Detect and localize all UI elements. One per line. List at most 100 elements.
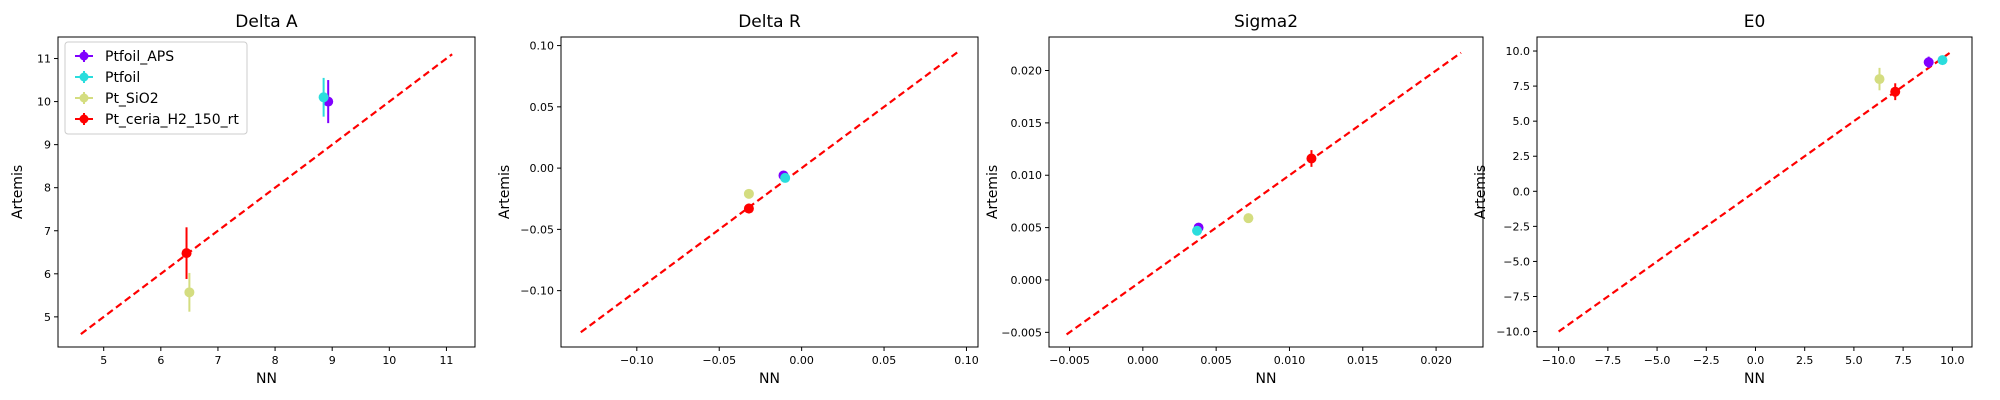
y-tick-label: 0.0 bbox=[1513, 185, 1531, 198]
y-tick-label: 8 bbox=[44, 182, 51, 195]
data-point-Ptfoil_APS bbox=[1923, 57, 1934, 68]
y-axis-label: Artemis bbox=[1473, 165, 1489, 219]
legend-label: Ptfoil bbox=[105, 70, 140, 86]
legend-label: Ptfoil_APS bbox=[105, 49, 174, 65]
chart-title: Delta R bbox=[738, 12, 801, 32]
x-tick-label: −0.005 bbox=[1049, 354, 1090, 367]
data-point-Ptfoil bbox=[318, 92, 329, 103]
y-tick-label: 11 bbox=[37, 53, 51, 66]
chart-title: Delta A bbox=[235, 12, 298, 32]
x-tick-label: 9 bbox=[329, 354, 336, 367]
plot-frame bbox=[1048, 36, 1484, 348]
x-tick-label: −0.05 bbox=[702, 354, 736, 367]
x-tick-label: −5.0 bbox=[1644, 354, 1671, 367]
y-tick-label: 0.05 bbox=[530, 101, 555, 114]
y-axis-label: Artemis bbox=[985, 165, 1001, 219]
legend-marker-Ptfoil bbox=[79, 72, 89, 82]
y-tick-label: 0.005 bbox=[1011, 222, 1043, 235]
x-tick-label: 10 bbox=[382, 354, 396, 367]
x-axis-label: NN bbox=[759, 371, 780, 387]
x-tick-label: 7 bbox=[214, 354, 221, 367]
y-axis-label: Artemis bbox=[10, 165, 26, 219]
y-tick-label: 9 bbox=[44, 139, 51, 152]
y-tick-label: 0.015 bbox=[1011, 117, 1043, 130]
legend-marker-Ptfoil_APS bbox=[79, 51, 89, 61]
y-tick-label: 10 bbox=[37, 96, 51, 109]
chart-panel-0: Delta A NN Artemis 5 6 7 8 9 10 11 5 6 7 8 9 10 11 Ptfoil… bbox=[10, 12, 476, 387]
x-axis-label: NN bbox=[256, 371, 277, 387]
y-tick-label: −0.05 bbox=[520, 223, 554, 236]
y-tick-label: −10.0 bbox=[1496, 326, 1530, 339]
x-tick-label: 0.020 bbox=[1420, 354, 1452, 367]
reference-line bbox=[80, 53, 453, 335]
data-point-Pt_ceria_H2_150_rt bbox=[181, 248, 192, 259]
y-tick-label: 5.0 bbox=[1513, 115, 1531, 128]
x-tick-label: 2.5 bbox=[1796, 354, 1814, 367]
x-axis-label: NN bbox=[1256, 371, 1277, 387]
y-tick-label: −2.5 bbox=[1503, 220, 1530, 233]
chart-title: Sigma2 bbox=[1234, 12, 1298, 32]
y-tick-label: −0.005 bbox=[1001, 326, 1042, 339]
y-tick-label: 0.020 bbox=[1011, 65, 1043, 78]
y-tick-label: 7 bbox=[44, 225, 51, 238]
x-tick-label: 5.0 bbox=[1845, 354, 1863, 367]
legend: Ptfoil_APS Ptfoil Pt_SiO2 Pt_ceria_H2_150_r… bbox=[64, 41, 248, 135]
x-tick-label: 0.0 bbox=[1747, 354, 1765, 367]
reference-line bbox=[580, 50, 959, 334]
data-point-Pt_ceria_H2_150_rt bbox=[743, 203, 754, 214]
x-tick-label: 0.00 bbox=[789, 354, 814, 367]
y-tick-label: 6 bbox=[44, 268, 51, 281]
data-point-Pt_SiO2 bbox=[743, 188, 754, 199]
y-tick-label: 2.5 bbox=[1513, 150, 1531, 163]
plot-frame bbox=[1536, 36, 1973, 348]
x-tick-label: 8 bbox=[272, 354, 279, 367]
data-point-Pt_ceria_H2_150_rt bbox=[1890, 86, 1901, 97]
y-tick-label: 0.010 bbox=[1011, 169, 1043, 182]
y-tick-label: 0.00 bbox=[530, 162, 555, 175]
data-point-Pt_ceria_H2_150_rt bbox=[1306, 153, 1317, 164]
data-point-Pt_SiO2 bbox=[1874, 74, 1885, 85]
x-tick-label: 0.010 bbox=[1274, 354, 1306, 367]
legend-box bbox=[64, 41, 248, 135]
x-tick-label: −10.0 bbox=[1542, 354, 1576, 367]
legend-label: Pt_ceria_H2_150_rt bbox=[105, 112, 239, 128]
y-tick-label: −0.10 bbox=[520, 285, 554, 298]
x-tick-label: −2.5 bbox=[1693, 354, 1720, 367]
reference-line bbox=[1065, 51, 1462, 336]
x-tick-label: 7.5 bbox=[1894, 354, 1912, 367]
legend-marker-Pt_SiO2 bbox=[79, 93, 89, 103]
x-tick-label: 0.000 bbox=[1127, 354, 1159, 367]
y-tick-label: 0.000 bbox=[1011, 274, 1043, 287]
data-point-Ptfoil bbox=[780, 172, 791, 183]
x-tick-label: 0.015 bbox=[1347, 354, 1379, 367]
data-point-Ptfoil bbox=[1192, 225, 1203, 236]
x-tick-label: 0.05 bbox=[872, 354, 897, 367]
x-tick-label: 0.005 bbox=[1200, 354, 1232, 367]
y-tick-label: −5.0 bbox=[1503, 255, 1530, 268]
x-tick-label: 10.0 bbox=[1940, 354, 1965, 367]
data-point-Ptfoil bbox=[1937, 55, 1948, 66]
legend-marker-Pt_ceria_H2_150_rt bbox=[79, 114, 89, 124]
data-point-Pt_SiO2 bbox=[1243, 213, 1254, 224]
x-tick-label: −0.10 bbox=[620, 354, 654, 367]
plot-frame bbox=[560, 36, 979, 348]
chart-panel-1: Delta R NN Artemis −0.10 −0.05 0.00 0.05 0.10 −0… bbox=[497, 12, 979, 387]
reference-line bbox=[1558, 50, 1953, 333]
y-tick-label: −7.5 bbox=[1503, 291, 1530, 304]
x-tick-label: 11 bbox=[439, 354, 453, 367]
y-tick-label: 7.5 bbox=[1513, 80, 1531, 93]
y-tick-label: 5 bbox=[44, 311, 51, 324]
x-tick-label: 0.10 bbox=[954, 354, 979, 367]
y-tick-label: 10.0 bbox=[1506, 45, 1531, 58]
data-point-Pt_SiO2 bbox=[184, 287, 195, 298]
x-tick-label: 5 bbox=[100, 354, 107, 367]
x-tick-label: 6 bbox=[157, 354, 164, 367]
x-tick-label: −7.5 bbox=[1595, 354, 1622, 367]
chart-panel-3: E0 NN Artemis −10.0 −7.5 −5.0 −2.5 0.0 2.5 5.0 7.5… bbox=[1473, 12, 1973, 387]
plot-frame bbox=[57, 36, 476, 348]
y-tick-label: 0.10 bbox=[530, 40, 555, 53]
chart-panel-2: Sigma2 NN Artemis −0.005 0.000 0.005 0.010 0.01… bbox=[985, 12, 1484, 387]
y-axis-label: Artemis bbox=[497, 165, 513, 219]
chart-title: E0 bbox=[1744, 12, 1766, 32]
